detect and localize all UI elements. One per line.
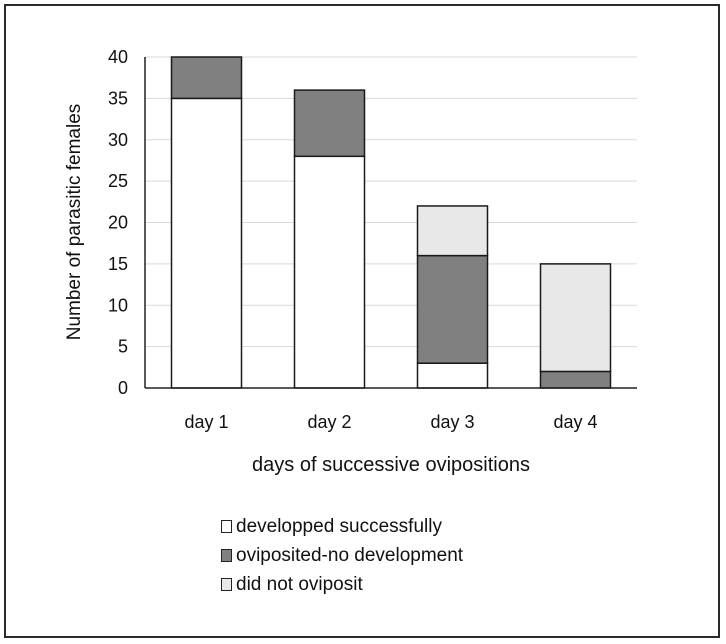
- y-tick-label: 0: [118, 378, 128, 398]
- bar-stacks: [170, 56, 612, 389]
- bar-segment: [170, 56, 243, 100]
- legend-swatch: [221, 549, 232, 562]
- bar-segment: [416, 254, 489, 364]
- x-tick-label: day 3: [430, 412, 474, 432]
- y-tick-label: 35: [108, 88, 128, 108]
- y-tick-label: 30: [108, 130, 128, 150]
- bar-segment: [293, 155, 366, 389]
- y-tick-label: 40: [108, 47, 128, 67]
- y-tick-label: 10: [108, 295, 128, 315]
- x-tick-label: day 1: [184, 412, 228, 432]
- legend-item: developped successfully: [221, 512, 463, 541]
- legend-label: did not oviposit: [236, 573, 363, 595]
- x-axis-label: days of successive ovipositions: [252, 454, 530, 476]
- legend-swatch: [221, 578, 232, 591]
- x-tick-label: day 2: [307, 412, 351, 432]
- bar-segment: [416, 362, 489, 389]
- legend: developped successfully oviposited-no dev…: [221, 512, 463, 599]
- y-tick-label: 20: [108, 213, 128, 233]
- y-tick-label: 5: [118, 337, 128, 357]
- bar-segment: [416, 205, 489, 257]
- legend-label: oviposited-no development: [236, 544, 464, 566]
- legend-item: did not oviposit: [221, 570, 463, 599]
- legend-label: developped successfully: [236, 515, 442, 537]
- axes: [144, 57, 637, 389]
- bar-segment: [539, 263, 612, 373]
- y-tick-label: 25: [108, 171, 128, 191]
- x-tick-labels: day 1 day 2 day 3 day 4: [184, 412, 597, 432]
- bar-segment: [293, 89, 366, 158]
- bar-segment: [539, 370, 612, 389]
- x-tick-label: day 4: [553, 412, 597, 432]
- y-tick-labels: 0 5 10 15 20 25 30 35 40: [108, 47, 128, 398]
- legend-swatch: [221, 520, 232, 533]
- y-tick-label: 15: [108, 254, 128, 274]
- legend-item: oviposited-no development: [221, 541, 463, 570]
- y-axis-label: Number of parasitic females: [64, 104, 85, 341]
- bar-segment: [170, 97, 243, 389]
